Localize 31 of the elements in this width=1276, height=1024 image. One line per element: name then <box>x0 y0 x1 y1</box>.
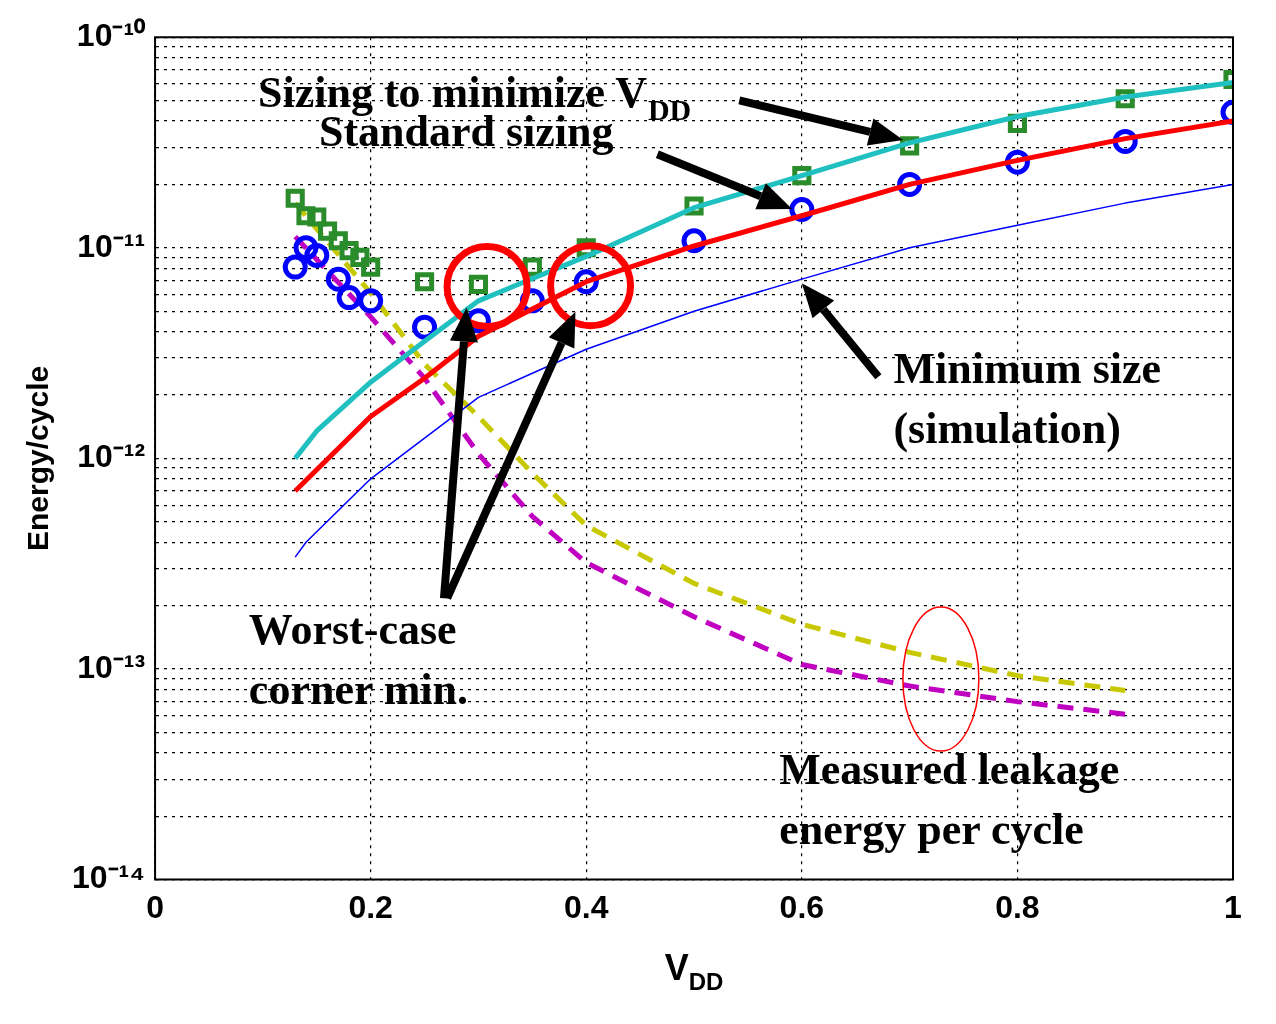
point <box>328 231 348 251</box>
x-tick-label: 0.4 <box>564 888 609 925</box>
point <box>336 285 362 311</box>
point <box>468 274 489 294</box>
x-tick-label: 0 <box>146 888 164 925</box>
x-tick-label: 0.2 <box>348 888 393 925</box>
point <box>304 242 330 268</box>
y-tick-label: 10⁻¹⁰ <box>76 17 147 54</box>
annotation: Minimum size (simulation) <box>893 344 1162 454</box>
point <box>339 241 359 261</box>
y-tick-label: 10⁻¹⁴ <box>72 859 146 896</box>
x-tick-label: 0.8 <box>995 888 1040 925</box>
point <box>350 247 370 268</box>
x-tick-label: 0.6 <box>779 888 825 925</box>
point <box>414 272 435 292</box>
x-tick-label: 1 <box>1224 888 1242 925</box>
annotation: Measured leakage energy per cycle <box>779 745 1120 855</box>
point <box>285 188 305 208</box>
point <box>358 288 384 314</box>
point <box>296 206 316 226</box>
y-tick-label: 10⁻¹¹ <box>77 227 146 264</box>
annotation: Worst-case corner min. <box>248 604 468 714</box>
y-tick-label: 10⁻¹² <box>77 438 146 475</box>
point <box>317 221 338 241</box>
point <box>293 235 319 261</box>
point <box>307 207 327 227</box>
point <box>282 254 308 280</box>
point <box>361 257 381 277</box>
point <box>325 266 351 292</box>
y-tick-label: 10⁻¹³ <box>77 648 146 685</box>
y-axis-title: Energy/cycle <box>21 365 55 551</box>
